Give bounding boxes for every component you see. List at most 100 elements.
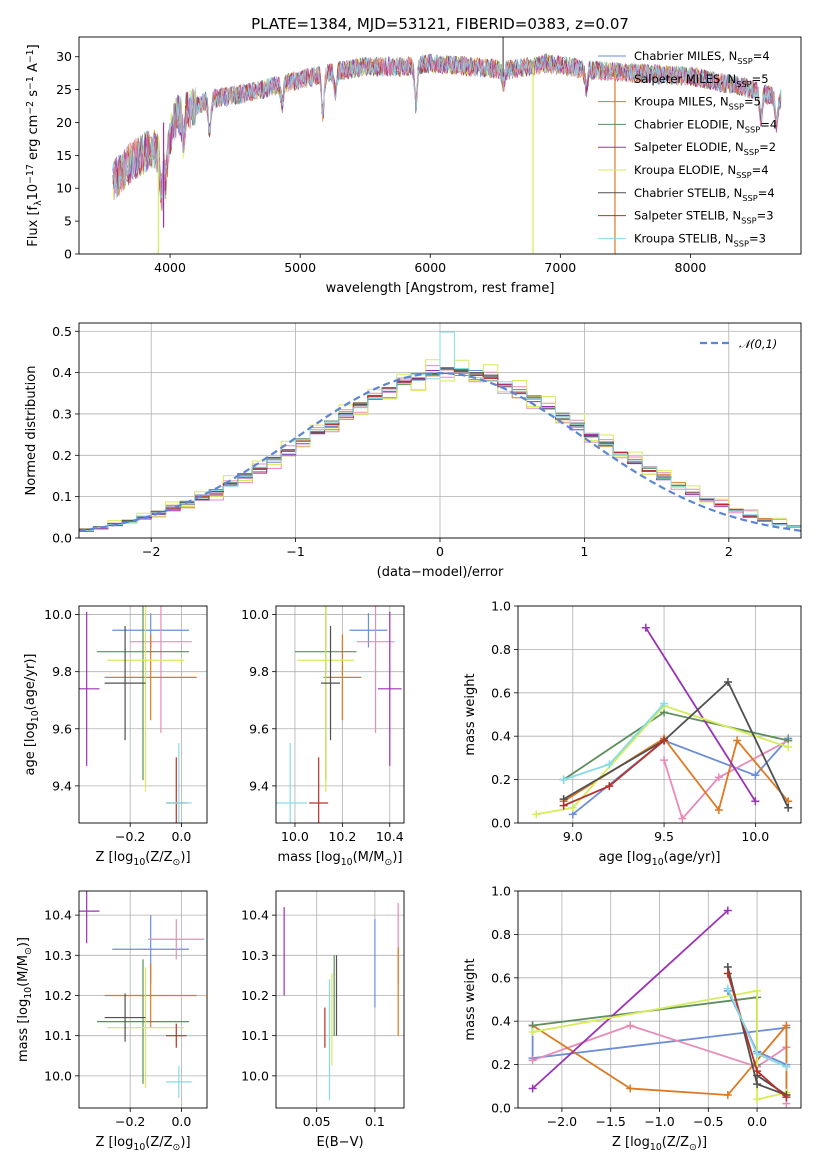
label-run: =2 <box>759 140 776 154</box>
x-axis-label: age [log10(age/yr)] <box>599 850 721 868</box>
x-tick-label: 10.4 <box>376 829 404 844</box>
y-tick-label: 10.3 <box>241 948 269 963</box>
weight-marker <box>782 1021 791 1030</box>
label-run: A <box>26 63 41 76</box>
y-tick-label: 25 <box>56 82 72 97</box>
weight-marker <box>568 803 577 812</box>
x-tick-label: −0.2 <box>115 1114 145 1129</box>
weight-marker <box>660 736 669 745</box>
label-run: =5 <box>752 72 769 86</box>
figure-title: PLATE=1384, MJD=53121, FIBERID=0383, z=0… <box>251 15 629 33</box>
label-run: =4 <box>760 117 777 131</box>
weight-marker <box>723 677 732 686</box>
legend-entry: Kroupa STELIB, NSSP=3 <box>634 231 766 248</box>
label-run: SSP <box>729 102 744 112</box>
label-run: ⊙ <box>689 1142 697 1153</box>
y-tick-label: 10.4 <box>44 908 72 923</box>
label-run: ⊙ <box>173 857 181 868</box>
label-run: 10 <box>341 857 353 868</box>
weight-marker <box>784 743 793 752</box>
label-run: 10 <box>23 987 34 999</box>
x-tick-label: 0.05 <box>303 1114 331 1129</box>
label-run: Chabrier ELODIE, N <box>634 117 745 131</box>
weight-marker <box>626 1084 635 1093</box>
y-tick-label: 5 <box>64 214 72 229</box>
y-tick-label: 0.0 <box>491 816 511 831</box>
y-tick-label: 0.2 <box>491 772 511 787</box>
weight-marker <box>528 1028 537 1037</box>
weight-series <box>531 909 729 1090</box>
x-axis-label: wavelength [Angstrom, rest frame] <box>326 281 555 296</box>
plot-z-mass: −0.2 0.010.010.110.210.310.4Z [log10(Z/Z⊙… <box>16 890 208 1153</box>
x-tick-label: 10.2 <box>328 829 356 844</box>
axes-frame <box>275 890 405 1109</box>
label-run: (age/yr)] <box>664 850 721 865</box>
y-tick-label: 10.0 <box>241 607 269 622</box>
x-axis-label: mass [log10(M/M⊙)] <box>278 850 403 868</box>
label-run: (Z/Z <box>662 1135 689 1150</box>
weight-marker <box>753 1049 762 1058</box>
label-run: )] <box>180 850 190 865</box>
label-run: Z [log <box>95 850 133 865</box>
x-tick-label: 0.0 <box>747 1114 767 1129</box>
weight-marker <box>751 797 760 806</box>
legend-entry: Chabrier ELODIE, NSSP=4 <box>634 117 777 134</box>
label-run: (data−model)/error <box>377 565 504 580</box>
y-tick-label: 15 <box>56 148 72 163</box>
weight-marker <box>605 782 614 791</box>
x-tick-label: −0.5 <box>693 1114 723 1129</box>
weight-marker <box>559 775 568 784</box>
label-run: )] <box>180 1135 190 1150</box>
label-run: =3 <box>749 231 766 245</box>
label-run: Z [log <box>95 1135 133 1150</box>
label-run: (Z/Z <box>145 850 172 865</box>
legend-entry: Kroupa MILES, NSSP=5 <box>634 95 761 112</box>
plot-area <box>79 331 801 538</box>
label-run: )] <box>392 850 402 865</box>
legend-entry: Kroupa ELODIE, NSSP=4 <box>634 163 769 180</box>
label-run: Chabrier MILES, N <box>634 49 737 63</box>
weight-marker <box>733 736 742 745</box>
axes-frame <box>78 36 802 255</box>
spectrum-series <box>112 55 782 209</box>
label-run: 10 <box>133 857 145 868</box>
weight-marker <box>626 1021 635 1030</box>
label-run: Chabrier STELIB, N <box>634 186 742 200</box>
weight-series <box>563 680 790 809</box>
weight-marker <box>751 771 760 780</box>
y-tick-label: 10.0 <box>241 1068 269 1083</box>
label-run: )] <box>16 937 31 947</box>
plot-area <box>528 906 791 1108</box>
x-tick-label: 7000 <box>544 260 576 275</box>
axes-frame <box>78 605 208 824</box>
plot-ebv-mass: 0.05 0.1 10.0 10.1 10.2 10.3 10.4 E(B−V) <box>241 890 405 1150</box>
x-tick-label: 10.0 <box>741 829 769 844</box>
label-run: SSP <box>744 147 759 157</box>
spectrum-series <box>112 54 782 201</box>
label-run: )] <box>697 1135 707 1150</box>
plot-z-weight: −2.0 −1.5 −1.0 −0.5 0.0 0.0 0.2 0.4 0.6 0.8 1.0 Z [… <box>463 884 802 1153</box>
label-run: age [log <box>599 850 652 865</box>
label-run: Kroupa STELIB, N <box>634 231 734 245</box>
weight-marker <box>753 1080 762 1089</box>
label-run: SSP <box>736 79 751 89</box>
weight-marker <box>782 1093 791 1102</box>
legend-entry: Salpeter MILES, NSSP=5 <box>634 72 769 89</box>
weight-marker <box>528 1056 537 1065</box>
legend-spectrum: Chabrier MILES, N SSP =4 Salpeter MILES, NS… <box>598 49 777 248</box>
weight-marker <box>723 984 732 993</box>
y-tick-label: 0 <box>64 247 72 262</box>
y-tick-label: 10.1 <box>44 1028 72 1043</box>
y-tick-label: 0.0 <box>491 1101 511 1116</box>
y-tick-label: 0.2 <box>52 448 72 463</box>
y-tick-label: 0.0 <box>52 531 72 546</box>
label-run: 10 <box>26 184 41 201</box>
weight-marker <box>532 810 541 819</box>
y-tick-label: 9.8 <box>52 664 72 679</box>
x-tick-label: 0.0 <box>171 829 191 844</box>
x-tick-label: −1.0 <box>644 1114 674 1129</box>
label-run: wavelength [Angstrom, rest frame] <box>326 281 555 296</box>
y-tick-label: 0.3 <box>52 406 72 421</box>
axes-frame <box>517 605 802 824</box>
label-run: λ <box>33 200 44 206</box>
